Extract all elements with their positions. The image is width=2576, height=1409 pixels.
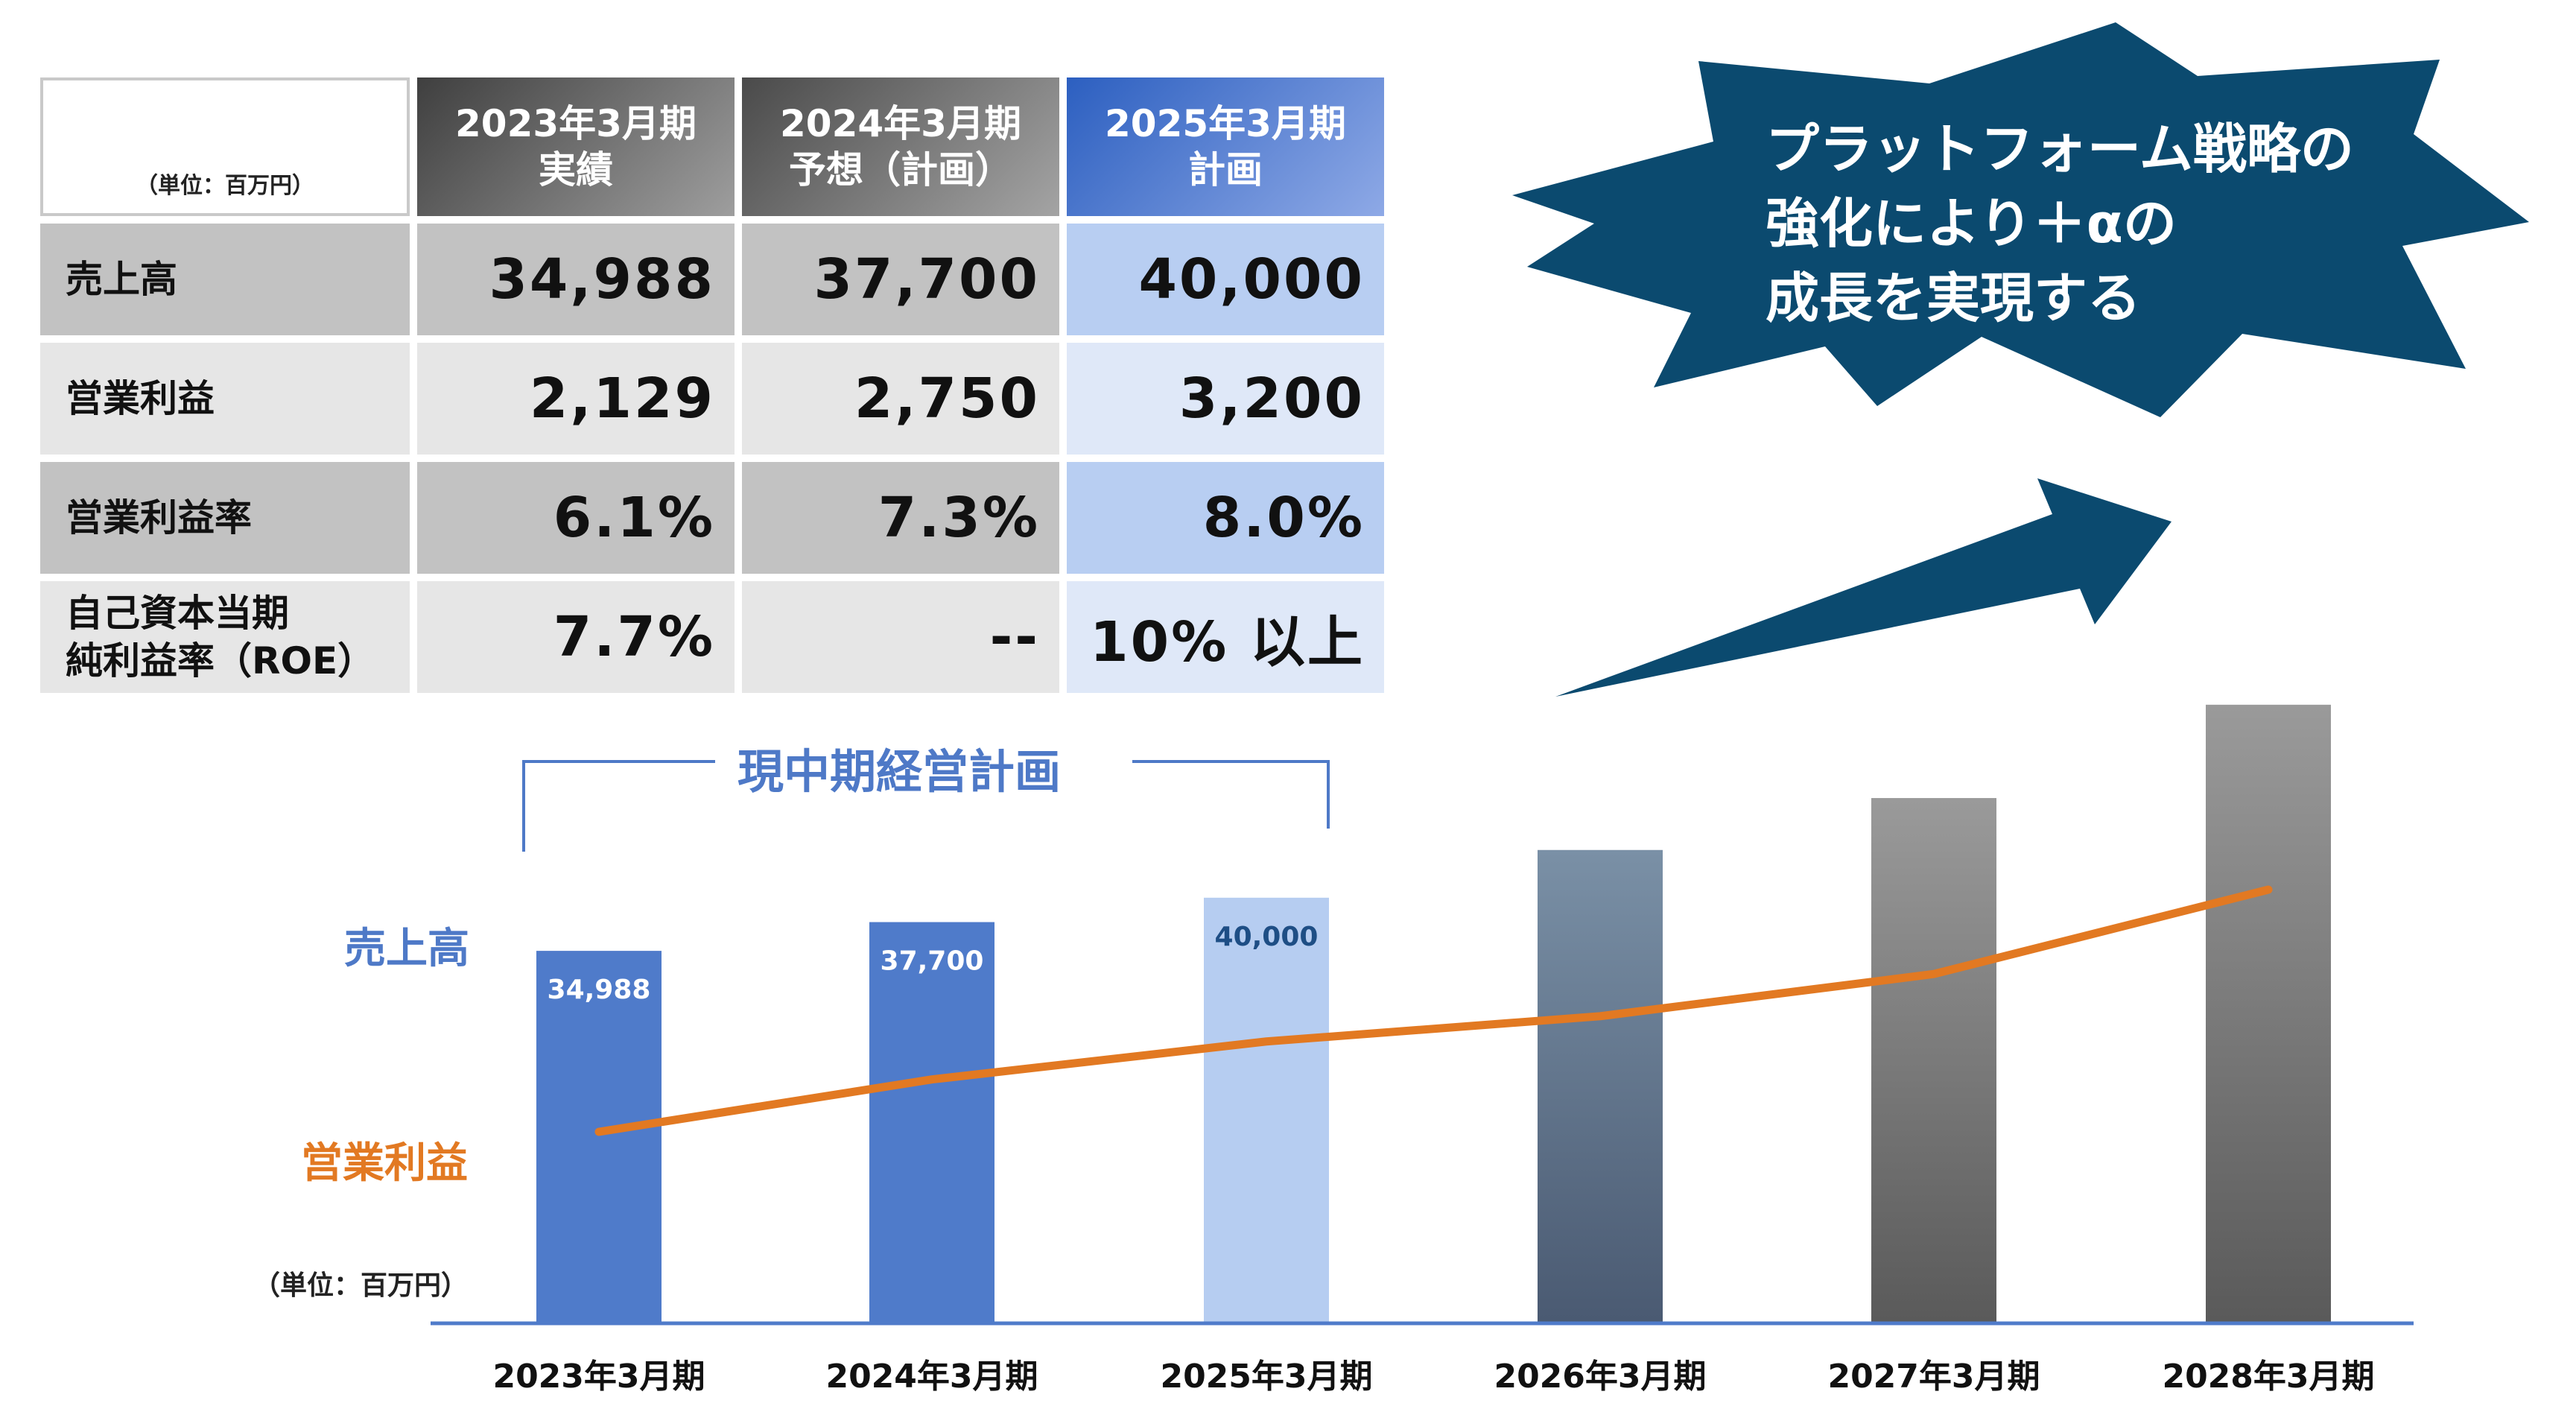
table-cell: 2,750	[742, 343, 1059, 455]
table-unit-label: （単位：百万円）	[136, 173, 314, 199]
legend-operating-profit: 営業利益	[301, 1139, 468, 1188]
bar-2	[869, 922, 994, 1322]
bar-5	[1871, 798, 1996, 1322]
callout-line: プラットフォーム戦略の	[1766, 118, 2354, 180]
table-cell: 3,200	[1067, 343, 1384, 455]
table-cell: 34,988	[417, 224, 735, 335]
legend-sales: 売上高	[344, 925, 469, 973]
starburst-callout-shape	[1512, 22, 2529, 417]
row-label-text: 純利益率（ROE）	[66, 639, 375, 683]
bar-3	[1204, 897, 1329, 1322]
column-header-line: 予想（計画）	[789, 148, 1012, 191]
x-tick-label: 2027年3月期	[1827, 1358, 2040, 1396]
bar-1	[536, 951, 662, 1322]
column-header-line: 2025年3月期	[1105, 102, 1346, 145]
growth-arrow	[1555, 478, 2171, 697]
bar-value-label: 40,000	[1215, 922, 1319, 952]
column-header-line: 実績	[539, 148, 613, 191]
operating-profit-line	[594, 885, 2273, 1136]
row-label-roe: 自己資本当期 純利益率（ROE）	[40, 581, 410, 693]
column-header-line: 計画	[1188, 148, 1263, 191]
callout-text: プラットフォーム戦略の 強化により＋αの 成長を実現する	[1766, 112, 2354, 335]
table-cell: 7.7%	[417, 581, 735, 693]
row-label-text: 営業利益	[66, 377, 215, 420]
bar-6	[2206, 704, 2331, 1322]
table-cell: 7.3%	[742, 462, 1059, 574]
plan-bracket	[522, 760, 1330, 852]
chart-unit-label: （単位：百万円）	[253, 1270, 469, 1301]
x-tick-label: 2023年3月期	[492, 1358, 705, 1396]
column-header-fy2023: 2023年3月期 実績	[417, 77, 735, 216]
table-corner-unit: （単位：百万円）	[40, 77, 410, 216]
column-header-fy2025: 2025年3月期 計画	[1067, 77, 1384, 216]
row-label-text: 売上高	[66, 258, 177, 301]
table-cell: 6.1%	[417, 462, 735, 574]
row-label-text: 自己資本当期	[66, 592, 289, 635]
table-cell: 40,000	[1067, 224, 1384, 335]
table-cell: 37,700	[742, 224, 1059, 335]
callout-line: 強化により＋αの	[1766, 192, 2177, 255]
row-label-sales: 売上高	[40, 224, 410, 335]
table-cell: 8.0%	[1067, 462, 1384, 574]
bar-value-label: 37,700	[881, 946, 984, 977]
column-header-fy2024: 2024年3月期 予想（計画）	[742, 77, 1059, 216]
x-tick-label: 2025年3月期	[1160, 1358, 1372, 1396]
plan-bracket-label: 現中期経営計画	[737, 744, 1062, 799]
bar-value-label: 34,988	[548, 975, 651, 1005]
row-label-operating-profit: 営業利益	[40, 343, 410, 455]
x-tick-label: 2028年3月期	[2162, 1358, 2374, 1396]
column-header-line: 2023年3月期	[455, 102, 697, 145]
row-label-operating-margin: 営業利益率	[40, 462, 410, 574]
table-cell: --	[742, 581, 1059, 693]
column-header-line: 2024年3月期	[780, 102, 1021, 145]
x-tick-label: 2026年3月期	[1494, 1358, 1706, 1396]
row-label-text: 営業利益率	[66, 496, 252, 539]
bar-4	[1538, 849, 1663, 1322]
x-tick-label: 2024年3月期	[825, 1358, 1038, 1396]
table-cell: 10% 以上	[1067, 581, 1384, 693]
callout-line: 成長を実現する	[1766, 267, 2142, 329]
table-cell: 2,129	[417, 343, 735, 455]
